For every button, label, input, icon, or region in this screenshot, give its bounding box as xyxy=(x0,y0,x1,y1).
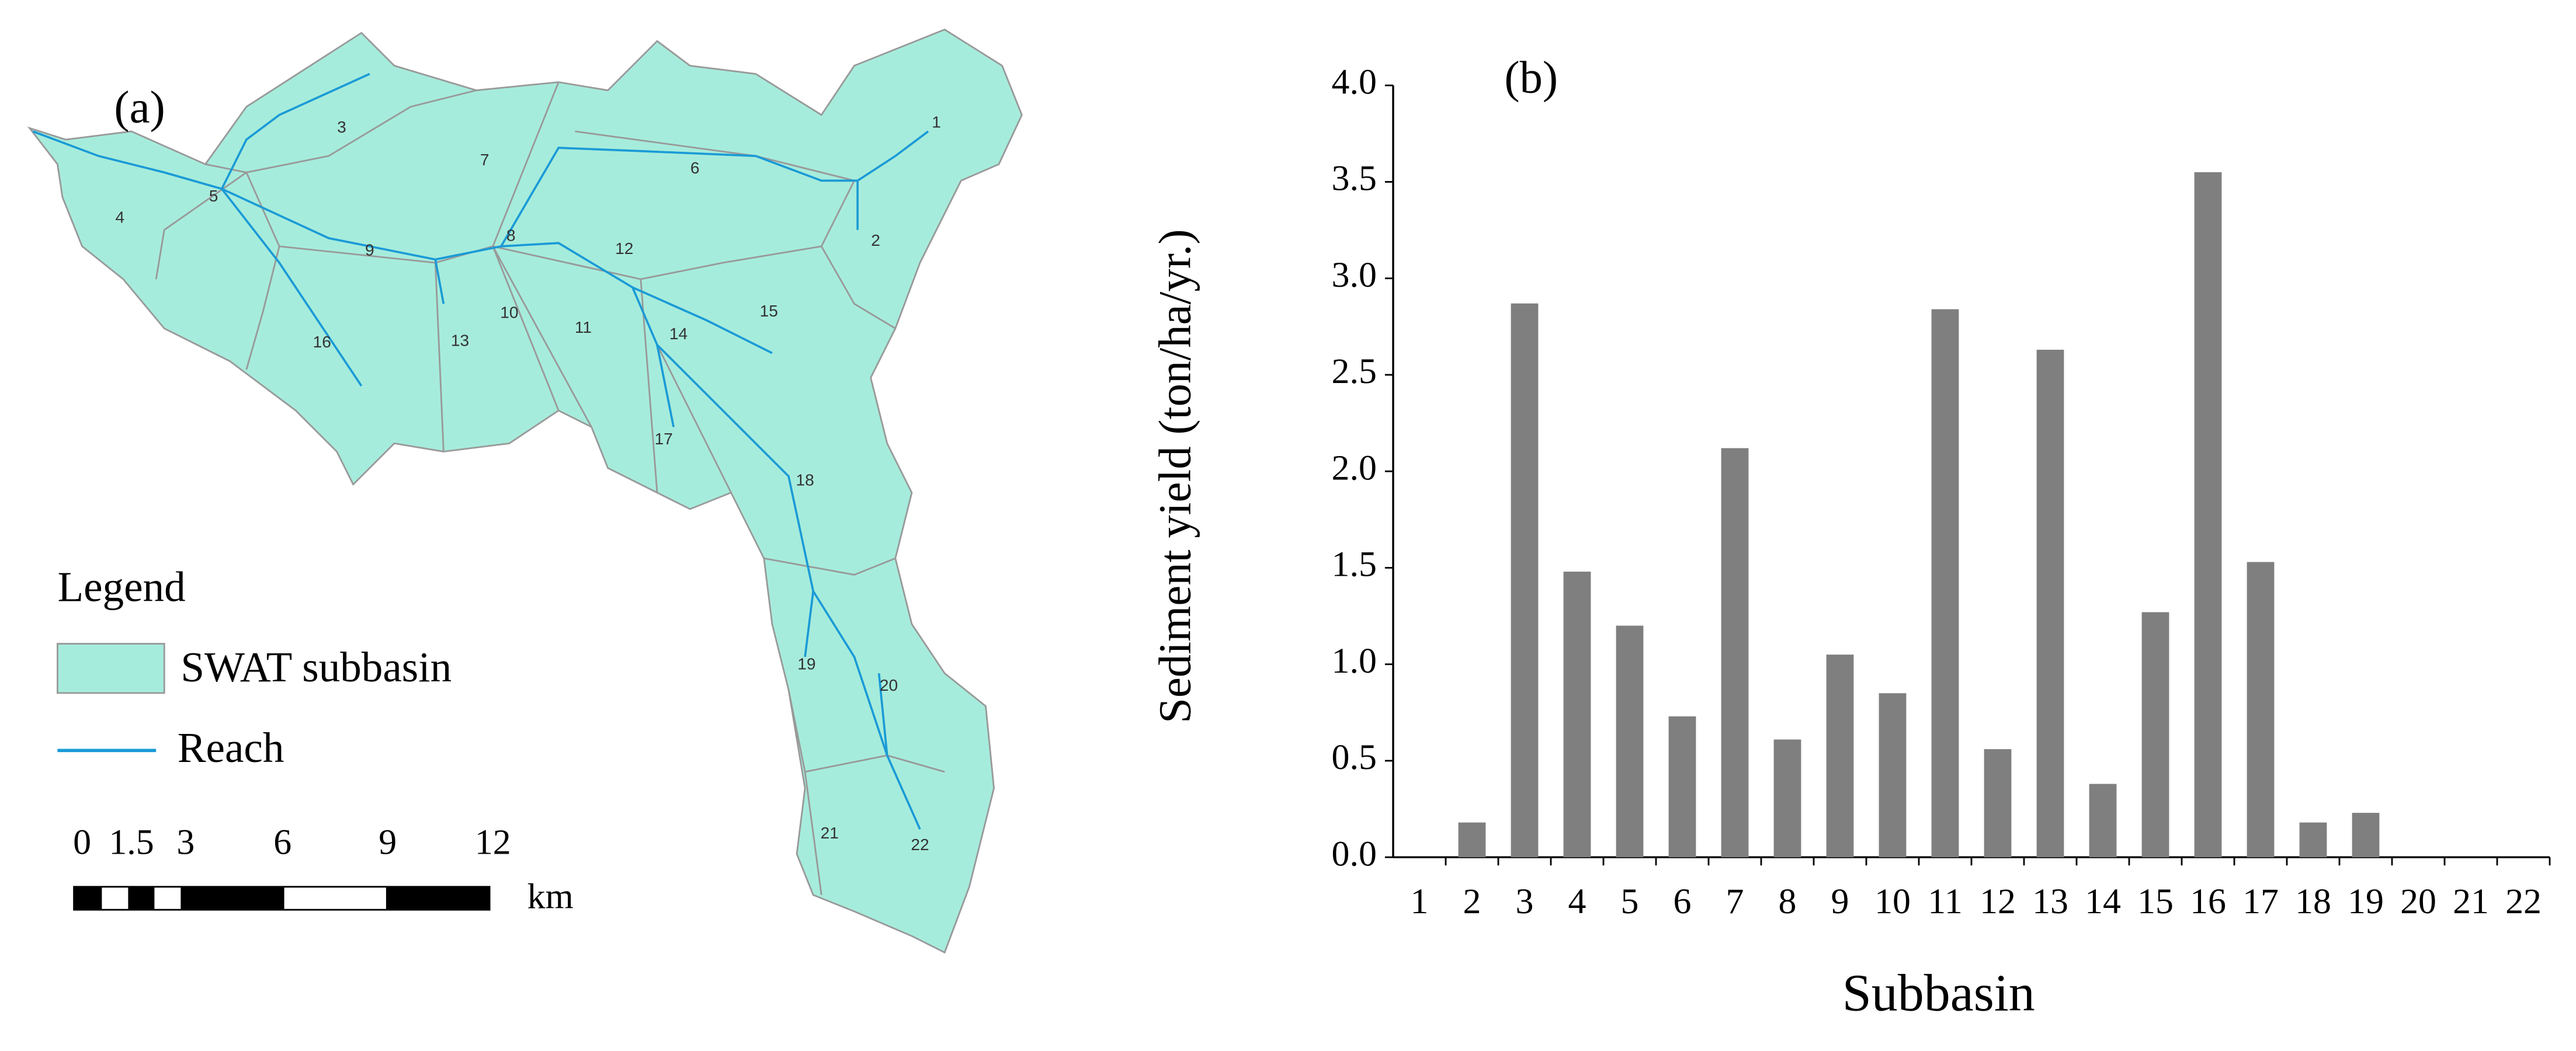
scale-label: 0 xyxy=(73,823,91,862)
legend-entry: SWAT subbasin xyxy=(180,643,452,691)
legend-entry: Reach xyxy=(178,724,284,771)
y-tick-label: 4.0 xyxy=(1332,62,1377,102)
bar xyxy=(2247,562,2275,858)
subbasin-label: 16 xyxy=(313,333,331,351)
x-tick-label: 2 xyxy=(1463,882,1481,921)
x-tick-label: 5 xyxy=(1621,882,1639,921)
bar xyxy=(1511,303,1539,858)
subbasin-label: 20 xyxy=(880,676,898,694)
reaches xyxy=(32,72,929,830)
x-tick-label: 18 xyxy=(2295,882,2331,921)
subbasin-label: 2 xyxy=(871,231,880,249)
bar xyxy=(1773,739,1801,858)
x-tick-label: 20 xyxy=(2400,882,2436,921)
y-tick-label: 1.5 xyxy=(1332,545,1377,584)
x-tick-label: 21 xyxy=(2453,882,2489,921)
x-tick-label: 1 xyxy=(1411,882,1429,921)
bar xyxy=(1931,309,1959,858)
subbasin-label: 22 xyxy=(911,836,929,854)
subbasin-label: 12 xyxy=(615,239,633,257)
y-tick-label: 0.5 xyxy=(1332,737,1377,777)
scale-label: 12 xyxy=(475,823,511,862)
subbasin-label: 13 xyxy=(451,331,469,349)
bar xyxy=(1826,655,1854,858)
scale-label: 1.5 xyxy=(109,823,154,862)
bar-chart: (b) Sediment yield (ton/ha/yr.) Subbasin… xyxy=(1150,53,2551,1022)
bar xyxy=(2352,813,2380,858)
bar xyxy=(2299,822,2327,858)
x-tick-label: 3 xyxy=(1516,882,1534,921)
bar xyxy=(2141,612,2169,858)
subbasin-boundaries xyxy=(155,82,945,895)
y-tick-label: 1.0 xyxy=(1332,641,1377,681)
subbasin-label: 15 xyxy=(760,302,778,320)
x-tick-label: 8 xyxy=(1779,882,1797,921)
subbasin-label: 1 xyxy=(932,113,941,131)
bar xyxy=(2089,784,2117,858)
x-tick-label: 11 xyxy=(1928,882,1963,921)
bar xyxy=(1668,716,1696,858)
scale-label: 3 xyxy=(176,823,195,862)
x-tick-label: 12 xyxy=(1980,882,2016,921)
scale-bar: 0 1.5 3 6 9 12 xyxy=(73,823,511,911)
subbasin-label: 6 xyxy=(690,159,700,177)
bar xyxy=(1563,572,1591,858)
x-tick-label: 16 xyxy=(2190,882,2226,921)
scale-unit: km xyxy=(527,876,574,916)
y-tick-label: 0.0 xyxy=(1332,834,1377,873)
subbasin-label: 11 xyxy=(575,318,592,336)
y-tick-label: 2.0 xyxy=(1332,448,1377,488)
x-tick-label: 15 xyxy=(2137,882,2174,921)
x-tick-label: 7 xyxy=(1726,882,1744,921)
subbasin-label: 17 xyxy=(655,430,673,448)
subbasin-label: 8 xyxy=(506,226,516,244)
bar xyxy=(1984,749,2012,858)
x-tick-label: 19 xyxy=(2348,882,2384,921)
panel-label: (a) xyxy=(114,82,165,133)
bar xyxy=(1879,693,1907,858)
bar xyxy=(2036,349,2064,858)
subbasin-label: 3 xyxy=(337,118,346,136)
y-tick-label: 3.5 xyxy=(1332,159,1377,199)
x-tick-label: 13 xyxy=(2032,882,2068,921)
bar xyxy=(1721,448,1749,858)
x-tick-label: 22 xyxy=(2505,882,2542,921)
x-tick-label: 10 xyxy=(1874,882,1911,921)
x-tick-label: 17 xyxy=(2242,882,2279,921)
subbasin-label: 4 xyxy=(115,208,124,226)
subbasin-label: 9 xyxy=(365,241,374,259)
subbasin-label: 18 xyxy=(796,471,814,489)
x-axis-label: Subbasin xyxy=(1842,965,2035,1022)
y-axis-label: Sediment yield (ton/ha/yr.) xyxy=(1150,229,1200,723)
chart-title: (b) xyxy=(1504,53,1558,103)
bar xyxy=(1616,625,1644,858)
subbasin-label: 14 xyxy=(669,325,688,343)
y-tick-label: 3.0 xyxy=(1332,255,1377,295)
legend-title: Legend xyxy=(57,563,185,610)
legend-swatch xyxy=(57,643,165,694)
subbasin-label: 10 xyxy=(500,304,518,322)
x-tick-label: 9 xyxy=(1831,882,1849,921)
scale-label: 9 xyxy=(379,823,397,862)
x-tick-label: 14 xyxy=(2085,882,2121,921)
scale-label: 6 xyxy=(273,823,291,862)
watershed xyxy=(27,29,1023,954)
subbasin-label: 5 xyxy=(209,187,218,205)
bar xyxy=(2194,172,2222,858)
bar xyxy=(1458,822,1486,858)
x-tick-label: 6 xyxy=(1674,882,1692,921)
subbasin-label: 19 xyxy=(797,655,815,673)
subbasin-label: 7 xyxy=(480,151,489,169)
x-tick-label: 4 xyxy=(1568,882,1586,921)
y-tick-label: 2.5 xyxy=(1332,352,1377,391)
subbasin-label: 21 xyxy=(821,824,839,842)
